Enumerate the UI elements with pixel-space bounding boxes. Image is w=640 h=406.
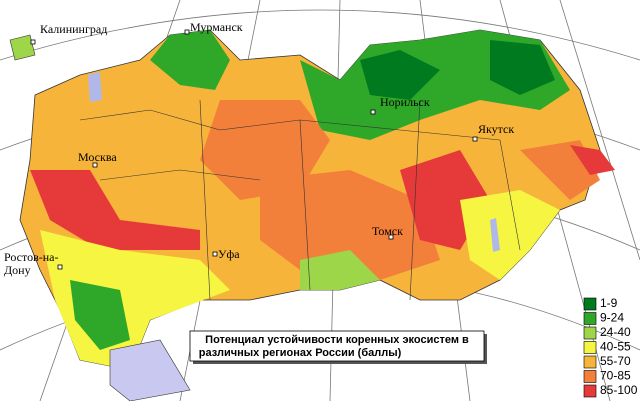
city-label: Ростов-на- xyxy=(4,250,59,264)
legend-swatch xyxy=(583,370,597,383)
city-label: Томск xyxy=(372,224,403,238)
city-label: Норильск xyxy=(380,95,430,109)
territory xyxy=(9,29,615,402)
city-markers xyxy=(30,29,478,270)
legend-label: 55-70 xyxy=(600,354,631,368)
legend-label: 70-85 xyxy=(600,369,631,383)
legend-label: 85-100 xyxy=(600,383,638,397)
city-label: Уфа xyxy=(218,247,240,261)
legend-label: 1-9 xyxy=(600,296,618,310)
legend-label: 40-55 xyxy=(600,340,631,354)
legend-swatch xyxy=(583,355,597,369)
title-box xyxy=(189,330,485,362)
city-label: Калининград xyxy=(40,22,107,36)
map-title: различных регионах России (баллы) xyxy=(199,347,402,359)
city-label: Мурманск xyxy=(190,20,243,34)
legend-swatch xyxy=(583,312,597,325)
legend-swatch xyxy=(583,384,597,398)
city-label: Якутск xyxy=(478,122,514,136)
legend-swatch xyxy=(583,297,597,311)
legend-label: 9-24 xyxy=(600,311,624,325)
legend-label: 24-40 xyxy=(600,325,631,339)
legend-swatch xyxy=(583,326,597,340)
city-label: Дону xyxy=(4,263,31,277)
city-label: Москва xyxy=(78,150,117,164)
legend-swatch xyxy=(583,341,597,354)
map-title: Потенциал устойчивости коренных экосисте… xyxy=(205,334,469,346)
